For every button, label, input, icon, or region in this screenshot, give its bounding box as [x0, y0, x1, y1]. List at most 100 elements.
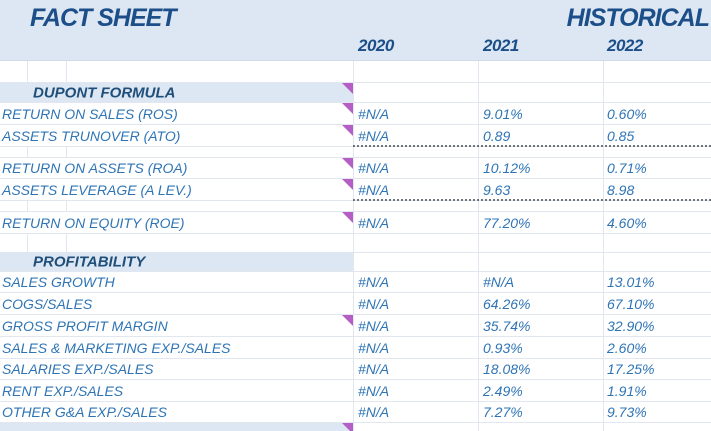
column-gridline — [603, 125, 604, 146]
value-cell-2020[interactable]: #N/A — [358, 339, 390, 356]
column-gridline — [478, 253, 479, 271]
value-cell-2021[interactable]: 7.27% — [483, 404, 523, 420]
column-gridline — [478, 402, 479, 422]
column-gridline — [66, 234, 67, 252]
header-band: FACT SHEET HISTORICAL 2020 2021 2022 — [0, 0, 711, 61]
column-gridline — [353, 315, 354, 336]
metric-label-cell[interactable]: SALES & MARKETING EXP./SALES — [2, 339, 231, 356]
metric-label-cell[interactable]: RETURN ON ASSETS (ROA) — [2, 160, 188, 176]
metric-label-cell[interactable]: RETURN ON EQUITY (ROE) — [2, 214, 185, 231]
value-cell-2020[interactable]: #N/A — [358, 382, 390, 399]
comment-flag-icon[interactable] — [342, 212, 353, 223]
section-title-cell[interactable]: DUPONT FORMULA — [33, 84, 176, 101]
column-gridline — [353, 212, 354, 233]
section-header-row: PROFITABILITY — [0, 253, 711, 272]
value-cell-2022[interactable]: 4.60% — [607, 214, 647, 231]
column-gridline — [353, 293, 354, 314]
value-cell-2022[interactable]: 0.60% — [607, 105, 647, 122]
column-gridline — [353, 147, 354, 157]
metric-label-cell[interactable]: GROSS PROFIT MARGIN — [2, 317, 168, 334]
value-cell-2021[interactable]: 18.08% — [483, 361, 531, 377]
column-gridline — [353, 402, 354, 422]
metric-label-cell[interactable]: ASSETS LEVERAGE (A LEV.) — [2, 181, 192, 198]
value-cell-2021[interactable]: 9.01% — [483, 105, 523, 122]
column-gridline — [603, 103, 604, 124]
metric-label-cell[interactable]: COGS/SALES — [2, 295, 93, 312]
sheet-row: RETURN ON EQUITY (ROE) #N/A 77.20% 4.60% — [0, 212, 711, 234]
value-cell-2021[interactable]: #N/A — [483, 274, 515, 290]
column-gridline — [27, 201, 28, 211]
value-cell-2020[interactable]: #N/A — [358, 160, 390, 176]
year-header-2021[interactable]: 2021 — [483, 36, 519, 55]
value-cell-2020[interactable]: #N/A — [358, 105, 390, 122]
metric-label-cell[interactable]: RENT EXP./SALES — [2, 382, 124, 399]
value-cell-2022[interactable]: 8.98 — [607, 181, 635, 198]
value-cell-2020[interactable]: #N/A — [358, 127, 390, 144]
comment-flag-icon[interactable] — [342, 158, 353, 169]
value-cell-2022[interactable]: 67.10% — [607, 295, 655, 312]
column-gridline — [478, 293, 479, 314]
column-gridline — [353, 83, 354, 102]
section-title-cell[interactable]: PROFITABILITY — [33, 253, 146, 271]
partial-section-row — [0, 423, 711, 431]
metric-label-cell[interactable]: RETURN ON SALES (ROS) — [2, 105, 178, 122]
sheet-row: COGS/SALES #N/A 64.26% 67.10% — [0, 293, 711, 315]
column-gridline — [478, 380, 479, 401]
comment-flag-icon[interactable] — [342, 179, 353, 190]
value-cell-2022[interactable]: 13.01% — [607, 274, 655, 290]
column-gridline — [478, 158, 479, 178]
column-gridline — [66, 61, 67, 82]
metric-label-cell[interactable]: OTHER G&A EXP./SALES — [2, 404, 167, 420]
value-cell-2022[interactable]: 17.25% — [607, 361, 655, 377]
value-cell-2020[interactable]: #N/A — [358, 295, 390, 312]
column-gridline — [603, 253, 604, 271]
value-cell-2022[interactable]: 0.85 — [607, 127, 635, 144]
comment-flag-icon[interactable] — [342, 83, 353, 94]
value-cell-2022[interactable]: 32.90% — [607, 317, 655, 334]
value-cell-2021[interactable]: 0.93% — [483, 339, 523, 356]
value-cell-2021[interactable]: 10.12% — [483, 160, 531, 176]
value-cell-2020[interactable]: #N/A — [358, 317, 390, 334]
column-gridline — [353, 337, 354, 358]
year-header-2020[interactable]: 2020 — [358, 36, 394, 55]
column-gridline — [66, 147, 67, 157]
value-cell-2021[interactable]: 9.63 — [483, 181, 511, 198]
value-cell-2022[interactable]: 1.91% — [607, 382, 647, 399]
sheet-row: OTHER G&A EXP./SALES #N/A 7.27% 9.73% — [0, 402, 711, 423]
value-cell-2021[interactable]: 2.49% — [483, 382, 523, 399]
year-header-2022[interactable]: 2022 — [607, 36, 643, 55]
value-cell-2020[interactable]: #N/A — [358, 181, 390, 198]
spacer-row — [0, 147, 711, 158]
column-gridline — [603, 315, 604, 336]
metric-label-cell[interactable]: SALARIES EXP./SALES — [2, 361, 154, 377]
column-gridline — [603, 212, 604, 233]
comment-flag-icon[interactable] — [342, 423, 353, 431]
value-cell-2020[interactable]: #N/A — [358, 214, 390, 231]
value-cell-2021[interactable]: 64.26% — [483, 295, 531, 312]
column-gridline — [27, 147, 28, 157]
value-cell-2022[interactable]: 0.71% — [607, 160, 647, 176]
value-cell-2022[interactable]: 9.73% — [607, 404, 647, 420]
column-gridline — [478, 83, 479, 102]
metric-label-cell[interactable]: SALES GROWTH — [2, 274, 115, 290]
value-cell-2020[interactable]: #N/A — [358, 361, 390, 377]
comment-flag-icon[interactable] — [342, 315, 353, 326]
column-gridline — [603, 359, 604, 379]
metric-label-cell[interactable]: ASSETS TRUNOVER (ATO) — [2, 127, 181, 144]
value-cell-2022[interactable]: 2.60% — [607, 339, 647, 356]
value-cell-2021[interactable]: 77.20% — [483, 214, 531, 231]
value-cell-2021[interactable]: 35.74% — [483, 317, 531, 334]
column-gridline — [478, 272, 479, 292]
comment-flag-icon[interactable] — [342, 103, 353, 114]
column-gridline — [478, 61, 479, 82]
sheet-row: SALES & MARKETING EXP./SALES #N/A 0.93% 2.6… — [0, 337, 711, 359]
value-cell-2020[interactable]: #N/A — [358, 404, 390, 420]
column-gridline — [478, 147, 479, 157]
column-gridline — [353, 103, 354, 124]
comment-flag-icon[interactable] — [342, 125, 353, 136]
column-gridline — [478, 423, 479, 431]
value-cell-2020[interactable]: #N/A — [358, 274, 390, 290]
value-cell-2021[interactable]: 0.89 — [483, 127, 511, 144]
column-gridline — [603, 234, 604, 252]
